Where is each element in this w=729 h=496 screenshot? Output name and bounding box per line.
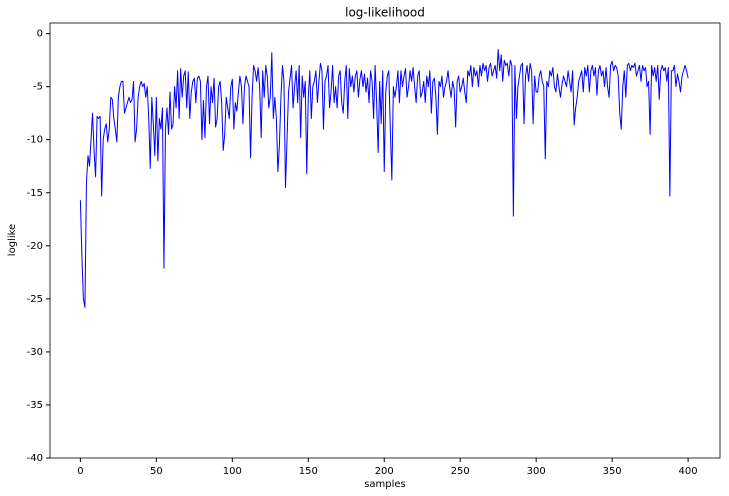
y-tick-label: -30: [27, 347, 43, 358]
plot-frame: [49, 22, 721, 459]
y-tick-label: 0: [37, 29, 43, 40]
x-tick-label: 350: [603, 466, 622, 477]
x-tick-label: 200: [375, 466, 394, 477]
x-tick-label: 250: [451, 466, 470, 477]
x-tick-label: 300: [527, 466, 546, 477]
x-tick-label: 100: [223, 466, 242, 477]
x-tick-label: 400: [679, 466, 698, 477]
y-tick-label: -10: [27, 135, 43, 146]
x-tick-label: 150: [299, 466, 318, 477]
y-tick-label: -20: [27, 241, 43, 252]
y-tick-label: -15: [27, 188, 43, 199]
y-axis-label: loglike: [7, 224, 18, 256]
x-axis-label: samples: [364, 479, 406, 490]
x-tick-label: 0: [77, 466, 83, 477]
chart-title: log-likelihood: [345, 6, 425, 20]
y-tick-label: -25: [27, 294, 43, 305]
data-line: [79, 49, 689, 308]
y-tick-label: -5: [33, 82, 43, 93]
y-tick-label: -35: [27, 400, 43, 411]
x-tick-label: 50: [150, 466, 163, 477]
y-tick-label: -40: [27, 453, 43, 464]
